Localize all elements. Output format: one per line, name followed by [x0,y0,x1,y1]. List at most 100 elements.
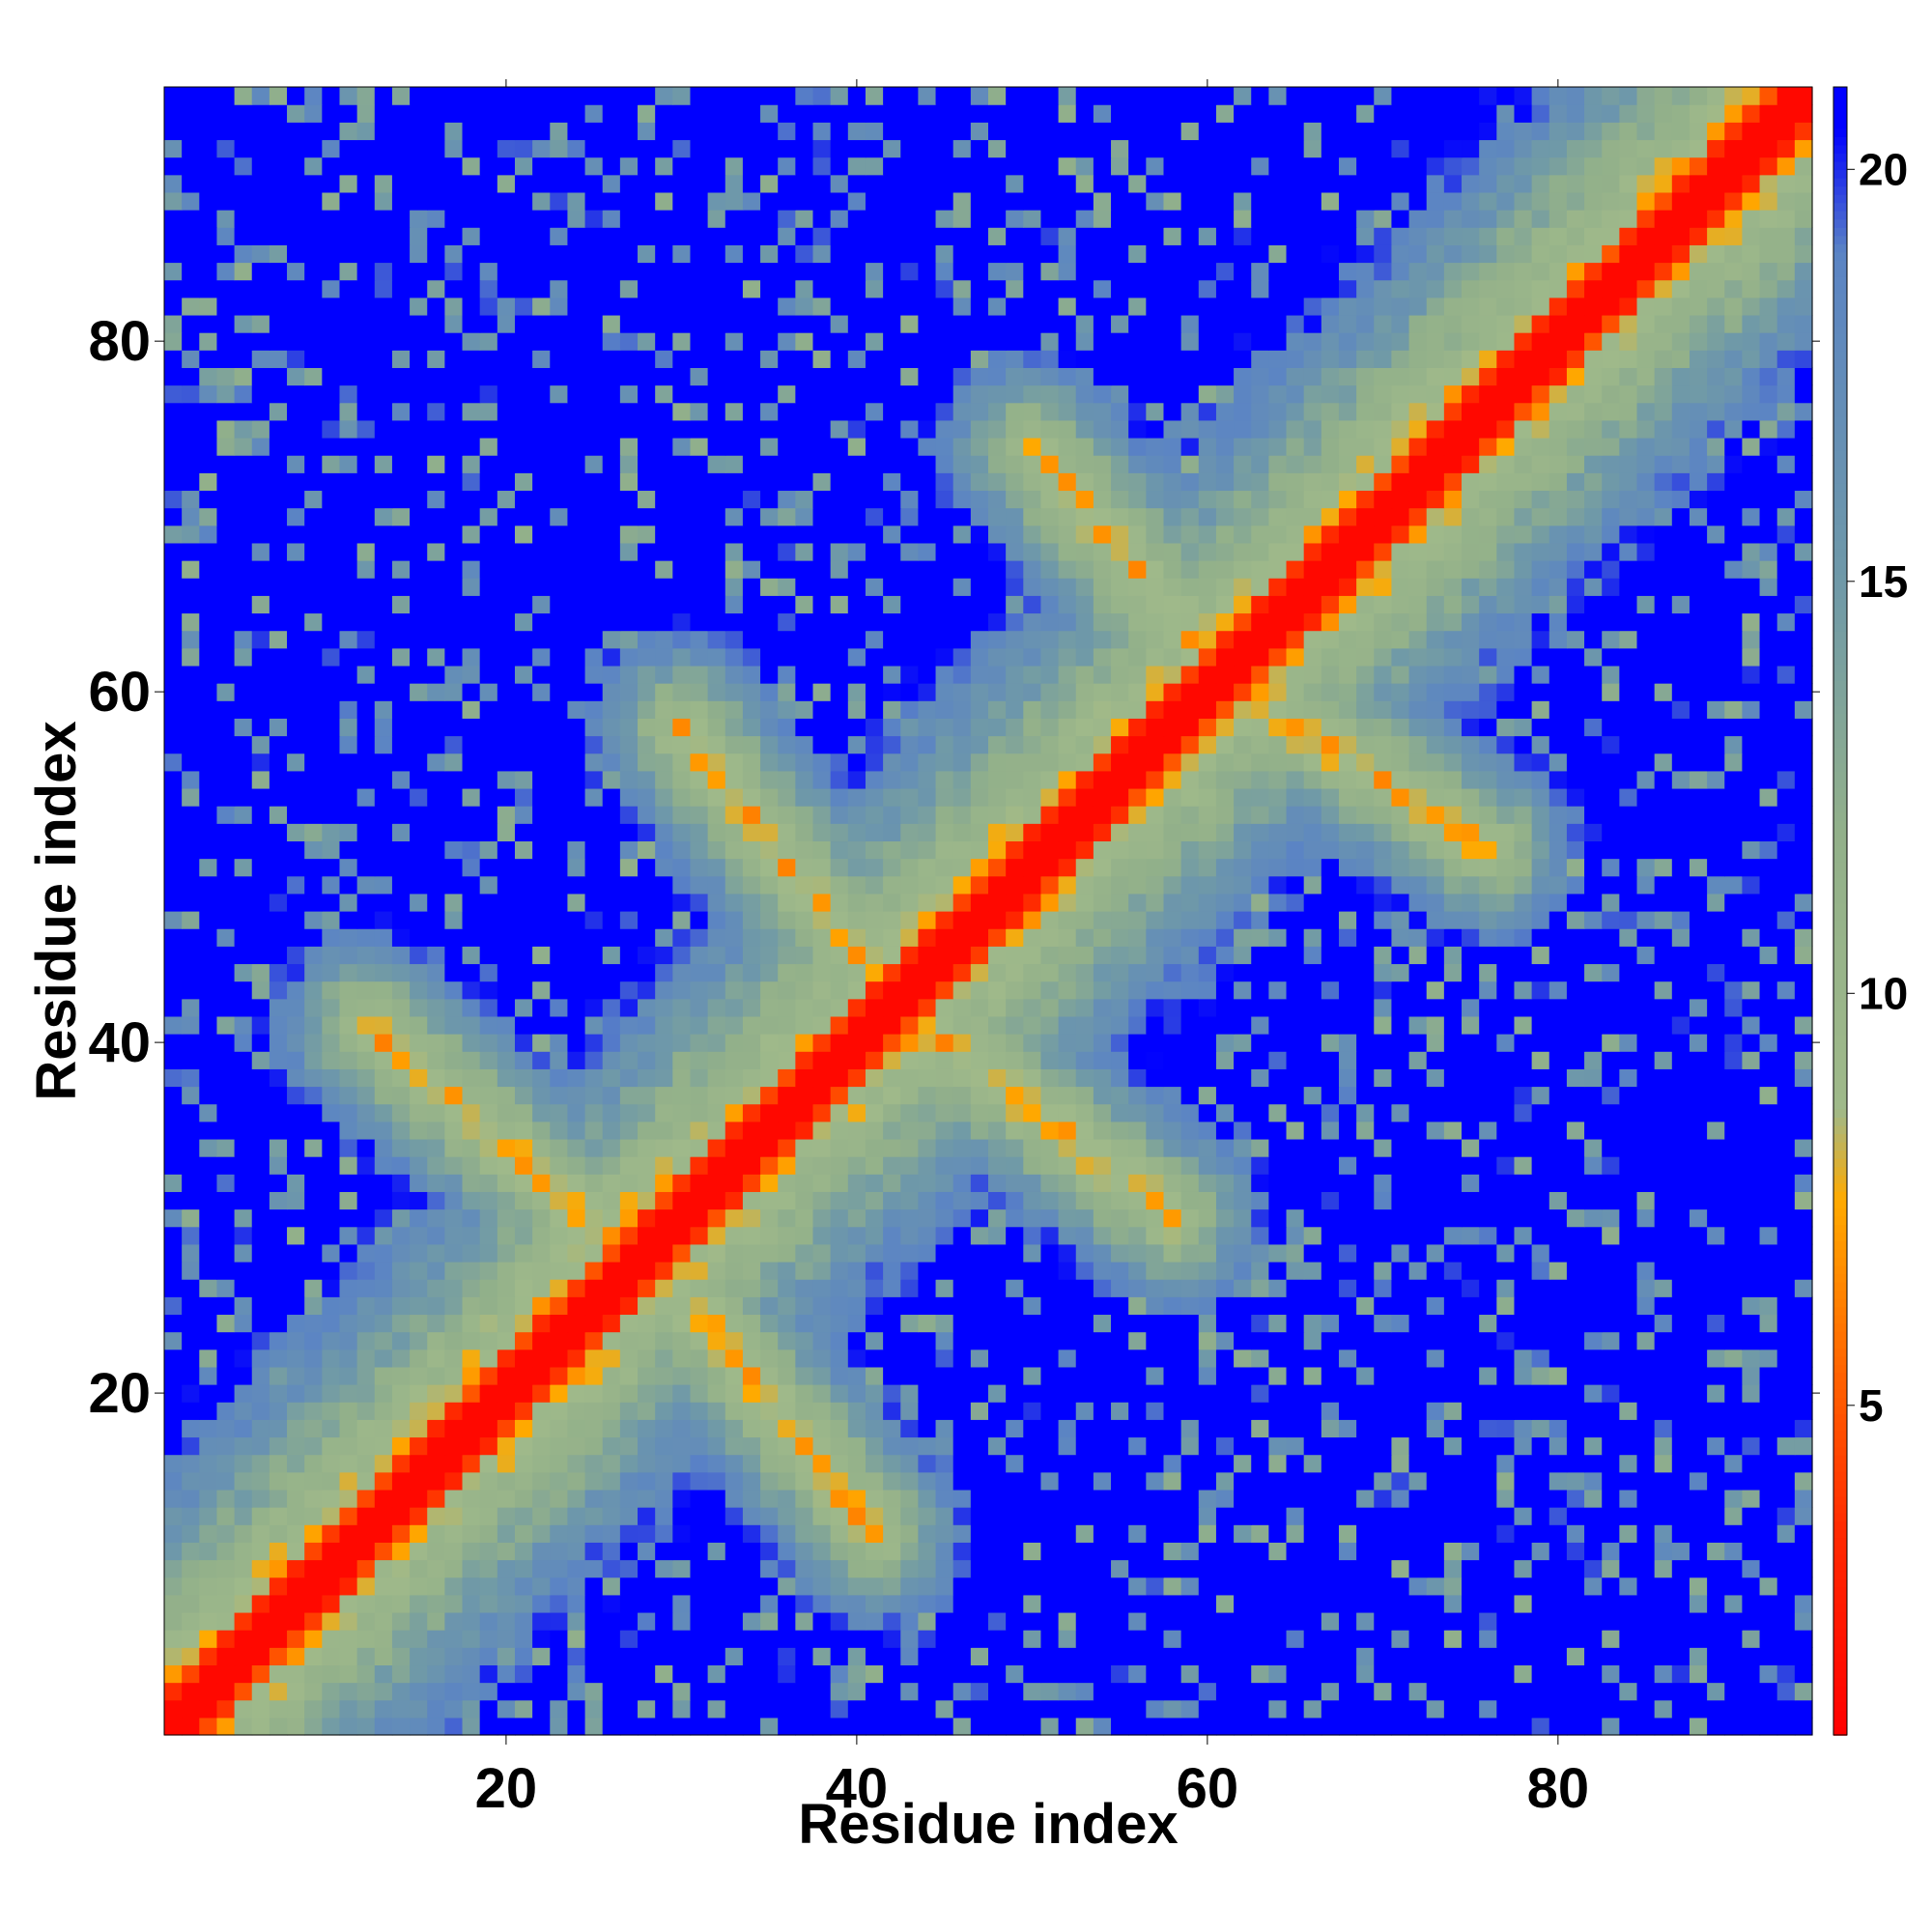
heatmap-cell [550,1577,569,1596]
heatmap-cell [550,806,569,824]
heatmap-cell [1111,840,1129,860]
heatmap-cell [216,1174,236,1192]
heatmap-cell [1462,1542,1480,1561]
heatmap-cell [988,1717,1007,1736]
heatmap-cell [1584,911,1603,929]
heatmap-cell [444,1226,464,1245]
heatmap-cell [1776,1542,1796,1561]
heatmap-cell [356,1682,376,1701]
heatmap-cell [795,1611,814,1631]
heatmap-cell [410,1419,428,1438]
heatmap-cell [918,1419,937,1438]
heatmap-cell [1619,1174,1638,1192]
heatmap-cell [479,1682,498,1701]
heatmap-cell [672,1436,692,1456]
heatmap-cell [1303,1419,1322,1438]
heatmap-cell [1689,1366,1708,1385]
heatmap-cell [1443,875,1463,895]
heatmap-cell [427,1542,445,1561]
heatmap-cell [410,1051,428,1069]
heatmap-cell [988,1454,1007,1473]
heatmap-cell [1794,963,1813,982]
heatmap-cell [1163,1191,1182,1210]
heatmap-cell [830,1471,849,1491]
heatmap-cell [584,1349,604,1368]
heatmap-cell [479,806,498,824]
heatmap-cell [1443,980,1463,1000]
heatmap-cell [1356,1542,1375,1561]
heatmap-cell [164,1174,183,1192]
heatmap-cell [1566,980,1585,1000]
heatmap-cell [1058,1138,1077,1157]
heatmap-cell [1724,1647,1744,1666]
heatmap-cell [830,1489,849,1508]
heatmap-cell [1374,1664,1393,1684]
heatmap-cell [830,1542,849,1561]
heatmap-cell [1776,1208,1796,1228]
heatmap-cell [883,1384,901,1403]
heatmap-cell [427,806,445,824]
heatmap-cell [339,1103,358,1122]
heatmap-cell [410,1261,428,1280]
heatmap-cell [479,1314,498,1333]
heatmap-cell [269,1630,288,1648]
heatmap-cell [1426,1402,1445,1420]
heatmap-cell [1303,875,1322,895]
heatmap-cell [602,1226,621,1245]
heatmap-cell [1391,1226,1410,1245]
heatmap-cell [182,911,200,929]
heatmap-cell [1566,1191,1585,1210]
heatmap-cell [672,1208,692,1228]
heatmap-cell [952,1647,972,1666]
heatmap-cell [655,946,673,965]
heatmap-cell [1251,1436,1269,1456]
heatmap-cell [287,911,305,929]
heatmap-cell [1198,928,1217,947]
heatmap-cell [1146,963,1165,982]
heatmap-cell [391,1402,411,1420]
heatmap-cell [269,1402,288,1420]
heatmap-cell [1303,1402,1322,1420]
heatmap-cell [1303,963,1322,982]
heatmap-cell [1443,1664,1463,1684]
heatmap-cell [1268,1419,1288,1438]
heatmap-cell [1321,1559,1340,1578]
heatmap-cell [356,1349,376,1368]
heatmap-cell [1776,1647,1796,1666]
heatmap-cell [1093,1471,1112,1491]
heatmap-cell [619,875,639,895]
heatmap-cell [1759,946,1778,965]
heatmap-cell [1215,1436,1235,1456]
heatmap-cell [584,1121,604,1140]
heatmap-cell [251,963,270,982]
heatmap-cell [532,1051,551,1069]
heatmap-cell [638,1542,656,1561]
heatmap-cell [1268,998,1288,1017]
heatmap-cell [1356,1331,1375,1350]
heatmap-cell [1075,1419,1094,1438]
heatmap-cell [1023,928,1042,947]
heatmap-cell [1496,1331,1516,1350]
heatmap-cell [1531,1594,1550,1613]
heatmap-cell [497,1594,516,1613]
heatmap-cell [251,911,270,929]
heatmap-cell [234,1489,253,1508]
heatmap-cell [1251,1068,1269,1088]
heatmap-cell [1584,1034,1603,1052]
heatmap-cell [883,1594,901,1613]
heatmap-cell [602,1611,621,1631]
heatmap-cell [497,1279,516,1297]
heatmap-cell [1180,1402,1200,1420]
heatmap-cell [1742,875,1761,895]
heatmap-cell [988,1471,1007,1491]
heatmap-cell [339,893,358,912]
heatmap-cell [234,1068,253,1088]
heatmap-cell [883,1611,901,1631]
heatmap-cell [479,1594,498,1613]
heatmap-cell [742,1384,761,1403]
heatmap-cell [1742,1138,1761,1157]
heatmap-cell [287,998,305,1017]
heatmap-cell [1128,1664,1147,1684]
heatmap-cell [883,875,901,895]
heatmap-cell [1128,1717,1147,1736]
